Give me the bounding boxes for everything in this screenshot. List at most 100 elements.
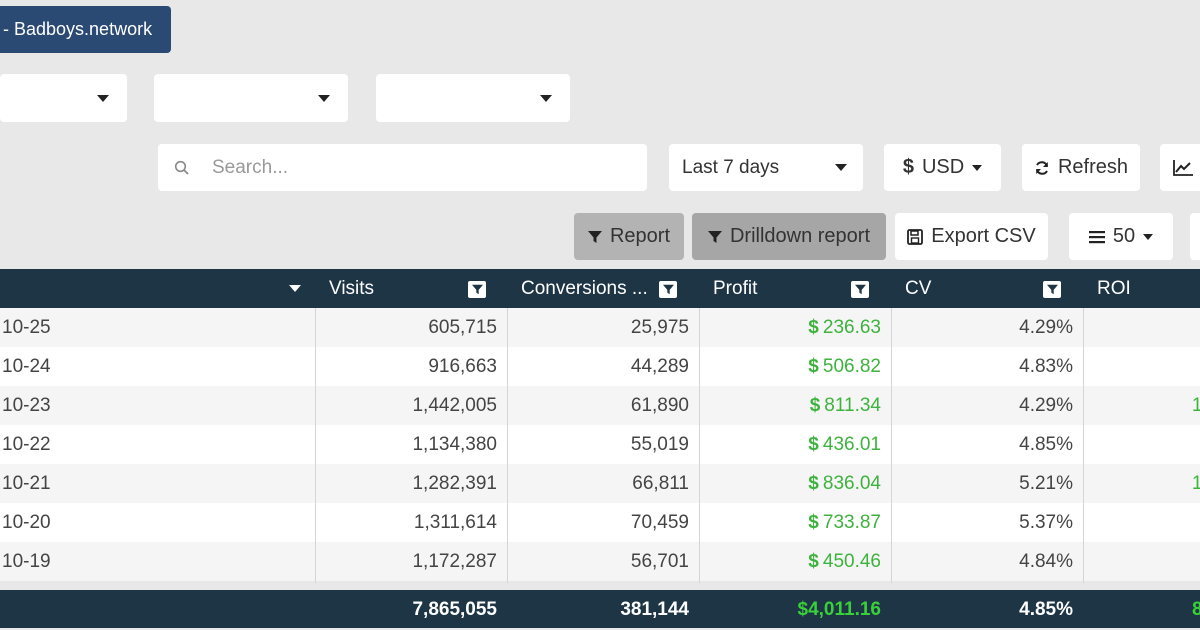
cell-date: 10-23 [2,394,51,416]
cell-date: 10-19 [2,550,51,572]
dollar-icon: $ [808,511,819,533]
floppy-disk-icon [907,228,924,245]
cell-conversions: 70,459 [630,511,689,533]
cell-cv: 4.29% [1019,316,1073,338]
total-profit-value: 4,011.16 [808,598,881,620]
cell-cv: 4.84% [1019,550,1073,572]
chart-button[interactable] [1160,144,1200,191]
column-divider [891,308,892,583]
drilldown-report-button[interactable]: Drilldown report [692,213,886,260]
table-row[interactable]: 10-22 1,134,380 55,019 $436.01 4.85% 5 [0,425,1200,464]
cell-roi: 10 [1191,472,1200,494]
chart-icon [1173,159,1193,176]
filter-icon [587,230,602,244]
filter-dropdown-3[interactable] [376,74,570,122]
table-row[interactable]: 10-20 1,311,614 70,459 $733.87 5.37% 9 [0,503,1200,542]
chevron-down-icon [1143,233,1154,240]
cell-cv: 4.83% [1019,355,1073,377]
cell-profit: $436.01 [699,425,881,464]
cell-cv: 4.85% [1019,433,1073,455]
cell-visits: 1,311,614 [413,511,497,533]
cell-conversions: 56,701 [630,550,689,572]
search-placeholder: Search... [212,156,289,178]
dollar-icon: $ [808,316,819,338]
chevron-down-icon [318,94,330,102]
table-row[interactable]: 10-21 1,282,391 66,811 $836.04 5.21% 10 [0,464,1200,503]
page-size-dropdown[interactable]: 50 [1069,213,1173,260]
refresh-label: Refresh [1057,156,1129,178]
filter-icon [707,230,722,244]
cell-date: 10-22 [2,433,51,455]
cell-conversions: 25,975 [630,316,689,338]
profit-value: 836.04 [822,472,881,494]
profit-value: 506.82 [822,355,881,377]
cell-profit: $811.34 [699,386,881,425]
chevron-down-icon [289,285,301,292]
column-header-cv[interactable]: CV [905,277,932,299]
currency-dropdown[interactable]: $ USD [884,144,1001,191]
date-sort-toggle[interactable] [289,269,301,308]
date-range-dropdown[interactable]: Last 7 days [669,144,863,191]
cell-visits: 1,442,005 [412,394,497,416]
cell-roi: 12 [1191,394,1200,416]
dollar-icon: $ [808,472,819,494]
export-csv-button[interactable]: Export CSV [895,213,1048,260]
filter-icon[interactable] [851,281,869,298]
table-row[interactable]: 10-19 1,172,287 56,701 $450.46 4.84% 6 [0,542,1200,581]
dollar-icon: $ [808,550,819,572]
column-divider [507,308,508,583]
table-row[interactable]: 10-25 605,715 25,975 $236.63 4.29% 6 [0,308,1200,347]
filter-icon[interactable] [659,281,677,298]
cell-visits: 916,663 [428,355,497,377]
cell-profit: $506.82 [699,347,881,386]
filter-dropdown-1[interactable] [0,74,127,122]
cell-profit: $236.63 [699,308,881,347]
filter-icon[interactable] [1043,281,1061,298]
report-label: Report [609,225,671,247]
cell-conversions: 55,019 [630,433,689,455]
cell-date: 10-20 [2,511,51,533]
workspace-badge[interactable]: - Badboys.network [0,6,171,53]
cell-visits: 1,172,287 [412,550,497,572]
cell-visits: 1,134,380 [412,433,497,455]
table-row[interactable]: 10-23 1,442,005 61,890 $811.34 4.29% 12 [0,386,1200,425]
profit-value: 811.34 [824,394,881,416]
drilldown-label: Drilldown report [729,225,871,247]
total-conversions: 381,144 [620,598,689,620]
filter-icon[interactable] [468,281,486,298]
column-divider [699,308,700,583]
filter-dropdown-2[interactable] [154,74,348,122]
cell-date: 10-24 [2,355,51,377]
total-profit: $4,011.16 [699,590,882,629]
profit-value: 436.01 [822,433,881,455]
cell-date: 10-21 [2,472,51,494]
currency-value: USD [921,156,965,178]
workspace-label: - Badboys.network [3,19,153,39]
refresh-icon [1034,160,1050,176]
refresh-button[interactable]: Refresh [1022,144,1140,191]
cell-visits: 605,715 [428,316,497,338]
cell-cv: 5.37% [1019,511,1073,533]
column-header-roi[interactable]: ROI [1097,277,1131,299]
column-header-profit[interactable]: Profit [713,277,758,299]
dollar-icon: $ [797,598,809,620]
cell-roi: 5 [1083,425,1200,464]
cell-conversions: 44,289 [630,355,689,377]
dollar-icon: $ [808,355,819,377]
cell-roi: 8 [1083,347,1200,386]
column-settings-button[interactable] [1190,213,1200,260]
cell-profit: $733.87 [699,503,881,542]
column-header-conversions[interactable]: Conversions ... [521,277,648,299]
column-header-visits[interactable]: Visits [329,277,375,299]
dollar-icon: $ [902,156,914,178]
search-input[interactable]: Search... [158,144,647,191]
table-header: Visits Conversions ... Profit CV ROI [0,269,1200,308]
chevron-down-icon [835,164,847,171]
profit-value: 450.46 [822,550,881,572]
table-row[interactable]: 10-24 916,663 44,289 $506.82 4.83% 8 [0,347,1200,386]
chevron-down-icon [540,94,552,102]
page-size-value: 50 [1112,225,1136,247]
total-visits: 7,865,055 [412,598,497,620]
report-button[interactable]: Report [574,213,684,260]
cell-conversions: 66,811 [632,472,689,494]
